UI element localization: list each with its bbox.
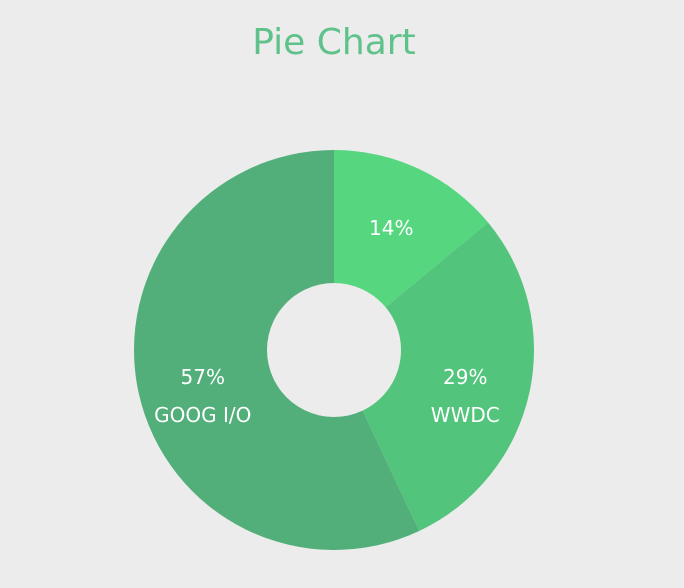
pie-slice-goog-i-o bbox=[133, 150, 420, 550]
slice-percent-label: 29% bbox=[443, 365, 487, 389]
slice-name-label: GOOG I/O bbox=[154, 403, 251, 427]
slice-name-label: WWDC bbox=[431, 403, 500, 427]
slice-percent-label: 14% bbox=[369, 216, 413, 240]
pie-slice-slice-1 bbox=[334, 150, 489, 308]
slice-percent-label: 57% bbox=[181, 365, 225, 389]
pie-slice-wwdc bbox=[362, 222, 534, 531]
chart-title: Pie Chart bbox=[252, 22, 416, 63]
